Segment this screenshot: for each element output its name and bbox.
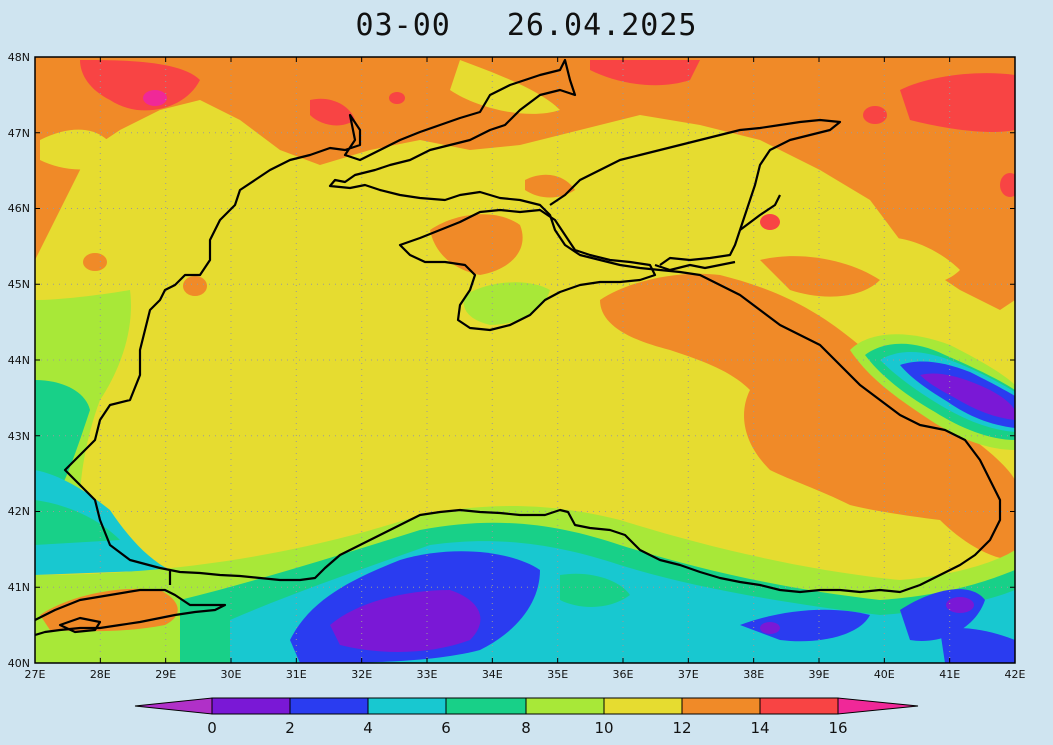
lat-label: 43N (8, 430, 30, 443)
field-cyan-west (35, 470, 170, 575)
lon-labels: 27E 28E 29E 30E 31E 32E 33E 34E 35E 36E … (25, 668, 1026, 681)
field-orange-crimea-west (430, 214, 523, 275)
colorbar-label: 8 (521, 719, 531, 737)
lon-label: 29E (155, 668, 176, 681)
field-violet-ne (920, 373, 1015, 420)
colorbar-label: 14 (750, 719, 769, 737)
lon-label: 32E (351, 668, 372, 681)
lon-label: 30E (221, 668, 242, 681)
field-red-nw (80, 60, 200, 111)
colorbar-segment (445, 697, 527, 715)
lat-labels: 48N 47N 46N 45N 44N 43N 42N 41N 40N (8, 51, 30, 670)
colorbar-labels: 0 2 4 6 8 10 12 14 16 (207, 719, 847, 737)
colorbar-segment (603, 697, 683, 715)
colorbar-label: 16 (828, 719, 847, 737)
field-orange-small (525, 174, 575, 198)
field-blue-south-4 (940, 628, 1015, 663)
lon-label: 37E (678, 668, 699, 681)
lon-label: 40E (874, 668, 895, 681)
lon-label: 42E (1005, 668, 1026, 681)
colorbar-arrow-left (134, 697, 213, 715)
colorbar-segment (367, 697, 447, 715)
field-red-3 (863, 106, 887, 124)
colorbar-segment (681, 697, 761, 715)
lon-label: 33E (417, 668, 438, 681)
map-ticks (34, 56, 1016, 664)
field-yellow-patch-3 (870, 237, 960, 285)
colorbar-label: 4 (363, 719, 373, 737)
field-red-6 (389, 92, 405, 104)
field-violet-south (330, 590, 481, 652)
colorbar-label: 6 (441, 719, 451, 737)
lon-label: 28E (90, 668, 111, 681)
colorbar-segment (211, 697, 291, 715)
map-title-time: 03-00 (355, 8, 451, 43)
colorbar-label: 0 (207, 719, 217, 737)
lon-label: 31E (286, 668, 307, 681)
map-title: 03-00 26.04.2025 (0, 8, 1053, 43)
map-grid (35, 57, 1015, 663)
field-red-ne (900, 73, 1015, 132)
lat-label: 40N (8, 657, 30, 670)
field-violet-south-3 (760, 622, 780, 634)
field-orange-east-2 (760, 256, 880, 297)
field-violet-south-2 (946, 597, 974, 613)
lon-label: 35E (547, 668, 568, 681)
field-green-patch (560, 573, 630, 607)
map-field (35, 57, 1015, 663)
lon-label: 38E (743, 668, 764, 681)
lat-label: 48N (8, 51, 30, 64)
field-orange-east (600, 273, 1015, 560)
coastline (35, 58, 1002, 637)
lat-label: 42N (8, 505, 30, 518)
field-red-1 (310, 98, 355, 126)
lon-label: 36E (613, 668, 634, 681)
colorbar-segment (759, 697, 839, 715)
lat-label: 47N (8, 127, 30, 140)
lat-label: 41N (8, 581, 30, 594)
field-magenta-nw (143, 90, 167, 106)
colorbar (134, 697, 919, 715)
field-lime-crimea (463, 282, 550, 325)
lon-label: 27E (25, 668, 46, 681)
field-green-west (35, 380, 90, 495)
lat-label: 44N (8, 354, 30, 367)
field-green-west-2 (35, 500, 120, 545)
lon-label: 41E (939, 668, 960, 681)
field-red-4 (760, 214, 780, 230)
colorbar-label: 2 (285, 719, 295, 737)
lat-label: 45N (8, 278, 30, 291)
map-title-date: 26.04.2025 (506, 8, 698, 43)
colorbar-label: 10 (594, 719, 613, 737)
colorbar-segment (289, 697, 369, 715)
field-yellow-patch-1 (150, 125, 260, 181)
colorbar-arrow-right (837, 697, 919, 715)
field-red-2 (590, 60, 700, 86)
field-orange-small-2 (83, 253, 107, 271)
field-orange-small-3 (183, 276, 207, 296)
field-red-5 (1000, 173, 1015, 197)
field-orange-north (35, 57, 1015, 310)
lat-label: 46N (8, 202, 30, 215)
lon-label: 34E (482, 668, 503, 681)
colorbar-label: 12 (672, 719, 691, 737)
lon-label: 39E (809, 668, 830, 681)
colorbar-segment (525, 697, 605, 715)
